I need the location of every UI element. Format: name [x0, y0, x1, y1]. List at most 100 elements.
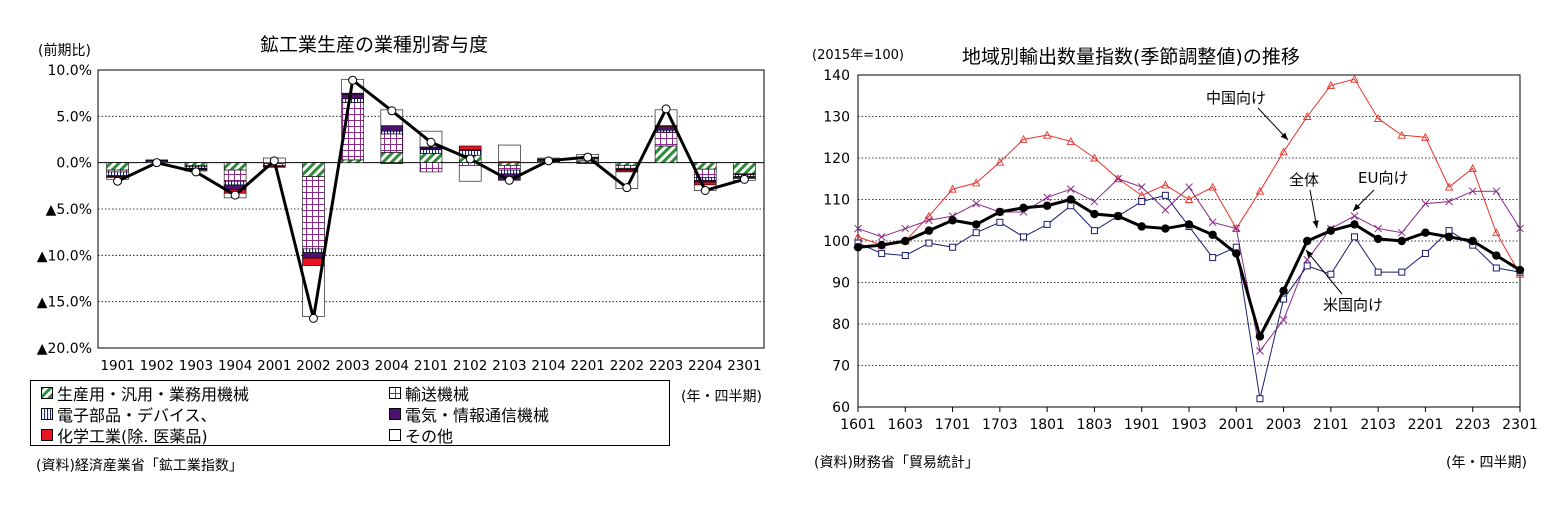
legend-item-kagaku: 化学工業(除. 医薬品)	[41, 425, 208, 446]
left-y-tick-label: ▲15.0%	[37, 295, 92, 311]
right-x-tick-label: 1701	[935, 417, 971, 433]
marker-us	[1327, 270, 1335, 278]
marker-total	[1421, 228, 1430, 237]
marker-total	[995, 207, 1005, 217]
marker-total	[1303, 236, 1312, 246]
right-y-tick-label: 110	[823, 193, 850, 209]
left-x-tick-label: 2103	[492, 358, 526, 374]
marker-us	[1303, 262, 1311, 270]
total-marker	[739, 174, 749, 184]
bar-segment-kagaku	[693, 181, 717, 186]
marker-total	[924, 226, 934, 235]
bar-segment-other	[498, 144, 521, 163]
right-x-tick-label: 1803	[1077, 417, 1113, 433]
annotation-arrow-total-head	[1312, 220, 1319, 228]
bar-segment-yuso	[380, 133, 404, 153]
marker-china	[1421, 132, 1430, 141]
marker-total	[1137, 222, 1146, 231]
bar-segment-yuso	[615, 165, 639, 169]
left-y-tick-label: 5.0%	[56, 109, 92, 125]
marker-eu	[1445, 197, 1453, 206]
bar-segment-yuso	[654, 131, 678, 147]
marker-china	[924, 211, 934, 220]
right-x-tick-label: 1901	[1124, 417, 1160, 433]
left-legend: 生産用・汎用・業務用機械 輸送機械 電子部品・デバイス、 電気・情報通信機械 化…	[30, 380, 670, 446]
marker-china	[1397, 130, 1407, 139]
legend-swatch-kagaku	[41, 429, 53, 441]
right-x-tick-label: 1601	[840, 417, 876, 433]
marker-us	[925, 239, 933, 247]
legend-label-denshi: 電子部品・デバイス、	[57, 406, 217, 425]
marker-total	[1515, 265, 1525, 275]
marker-eu	[901, 224, 910, 233]
legend-item-denshi: 電子部品・デバイス、	[41, 404, 217, 425]
right-y-tick-label: 100	[823, 234, 850, 250]
marker-eu	[1516, 224, 1524, 233]
marker-us	[972, 229, 980, 237]
left-x-tick-label: 2301	[727, 358, 761, 374]
marker-china	[1019, 134, 1028, 143]
left-y-tick-label: ▲5.0%	[46, 202, 92, 218]
bar-segment-yuso	[302, 176, 325, 250]
marker-eu	[1468, 187, 1477, 196]
marker-total	[1397, 236, 1406, 246]
marker-china	[1255, 186, 1265, 195]
marker-eu	[1114, 174, 1122, 183]
total-marker	[308, 313, 318, 323]
marker-china	[1373, 114, 1383, 123]
marker-us	[1209, 254, 1217, 262]
bar-segment-seisan	[380, 152, 404, 163]
left-chart-svg: 10.0% 5.0% 0.0% ▲5.0% ▲10.0% ▲15.0% ▲20.0% 1901…	[37, 63, 765, 374]
left-y-tick-label: 10.0%	[48, 63, 92, 79]
left-y-tick-label: ▲10.0%	[37, 248, 92, 264]
left-x-tick-label: 1904	[218, 358, 252, 374]
right-y-tick-label: 70	[832, 359, 850, 375]
bar-segment-seisan	[184, 162, 208, 166]
bar-segment-denshi	[106, 171, 129, 176]
marker-eu	[972, 199, 981, 208]
bar-segment-yuso	[419, 162, 443, 173]
marker-total	[1492, 251, 1501, 260]
left-x-tick-label: 2201	[571, 358, 605, 374]
marker-total	[1161, 224, 1170, 233]
marker-eu	[925, 216, 933, 225]
marker-total	[948, 216, 957, 225]
marker-total	[1232, 249, 1241, 258]
legend-label-seisan: 生産用・汎用・業務用機械	[57, 385, 250, 404]
right-y-tick-label: 130	[823, 110, 850, 126]
marker-eu	[877, 232, 886, 241]
bar-segment-kagaku	[458, 145, 482, 150]
legend-item-seisan: 生産用・汎用・業務用機械	[41, 383, 250, 404]
total-marker	[269, 156, 279, 166]
bar-segment-denshi	[498, 169, 521, 175]
right-source: (資料)財務省「貿易統計」	[814, 455, 979, 471]
total-marker	[152, 158, 162, 168]
legend-swatch-yuso	[389, 387, 401, 399]
bar-segment-kagaku	[576, 162, 599, 164]
left-x-tick-label: 2202	[610, 358, 644, 374]
right-x-tick-label: 2103	[1360, 417, 1396, 433]
marker-eu	[1374, 224, 1382, 233]
marker-us	[1043, 220, 1051, 228]
legend-swatch-denki	[389, 408, 401, 420]
bar-segment-seisan	[654, 145, 678, 163]
marker-eu	[1090, 197, 1099, 206]
bar-segment-seisan	[302, 162, 325, 177]
right-chart-svg: 60 70 80 90 100 110 120 130 140 1601 1603 1701 1703 1…	[823, 68, 1538, 433]
right-x-tick-label: 2203	[1455, 417, 1491, 433]
marker-eu	[1066, 185, 1075, 193]
right-x-tick-label: 2201	[1408, 417, 1444, 433]
marker-china	[971, 178, 981, 187]
marker-china	[1279, 147, 1288, 156]
right-x-tick-label: 1801	[1029, 417, 1065, 433]
total-marker	[465, 154, 475, 164]
marker-eu	[1303, 255, 1312, 264]
left-y-tick-label: 0.0%	[56, 156, 92, 172]
bar-segment-yuso	[223, 169, 247, 182]
marker-total	[1326, 226, 1336, 235]
annotation-eu: EU向け	[1358, 169, 1408, 187]
bar-segment-seisan	[615, 162, 639, 166]
marker-total	[877, 240, 886, 250]
marker-china	[995, 157, 1005, 166]
right-plot-area	[857, 74, 1521, 408]
